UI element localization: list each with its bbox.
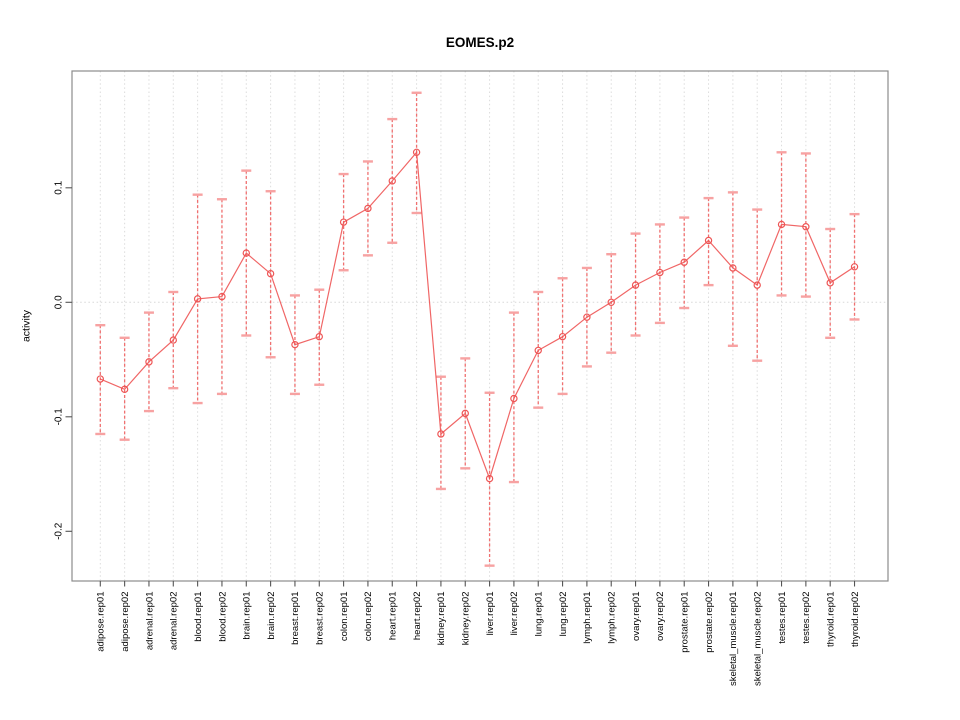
x-tick-label: liver.rep02 (509, 592, 520, 636)
data-point (266, 269, 275, 278)
x-tick-label: lung.rep02 (558, 592, 569, 637)
x-tick-label: blood.rep02 (217, 592, 228, 642)
data-point (558, 332, 567, 341)
x-tick-label: ovary.rep01 (631, 592, 642, 641)
data-point (291, 340, 299, 349)
data-point (315, 332, 323, 341)
x-tick-label: adrenal.rep02 (169, 592, 180, 651)
data-point (145, 358, 153, 366)
data-point (534, 346, 542, 355)
x-tick-label: skeletal_muscle.rep01 (728, 592, 739, 687)
x-tick-label: blood.rep01 (193, 592, 204, 642)
x-tick-label: liver.rep01 (485, 592, 496, 636)
y-tick-label: -0.1 (54, 408, 65, 426)
x-tick-label: colon.rep02 (363, 592, 374, 642)
x-tick-label: heart.rep02 (412, 592, 423, 641)
data-point (802, 223, 810, 231)
x-tick-label: testes.rep01 (777, 592, 788, 644)
x-tick-label: thyroid.rep02 (850, 592, 861, 647)
x-tick-label: kidney.rep01 (436, 592, 447, 646)
data-point (96, 375, 105, 383)
x-tick-label: testes.rep02 (801, 592, 812, 644)
axis-tick-layer: 0.1 0.0 -0.1 -0.2 adipose.rep01 adipose.rep02… (54, 180, 861, 686)
x-tick-label: breast.rep01 (290, 592, 301, 645)
data-point (729, 264, 737, 272)
series-line (100, 150, 855, 481)
data-point (364, 204, 372, 213)
data-point (704, 236, 713, 245)
plot-frame-layer (71, 70, 889, 582)
data-point (242, 249, 250, 257)
x-tick-label: prostate.rep02 (704, 592, 715, 653)
data-point (656, 268, 664, 277)
x-tick-label: brain.rep01 (242, 592, 253, 640)
data-point (120, 385, 129, 394)
data-point (461, 409, 469, 418)
data-point (826, 279, 834, 287)
data-point (388, 177, 396, 185)
x-tick-label: colon.rep01 (339, 592, 350, 642)
data-point (437, 430, 445, 438)
y-tick-label: 0.0 (54, 295, 65, 309)
data-point (583, 313, 591, 321)
data-point (339, 218, 348, 226)
y-tick-label: 0.1 (54, 180, 65, 194)
data-point (412, 148, 421, 157)
x-tick-label: adipose.rep02 (120, 592, 131, 652)
x-tick-label: lymph.rep01 (582, 592, 593, 644)
x-tick-label: adrenal.rep01 (144, 592, 155, 651)
x-tick-label: prostate.rep01 (680, 592, 691, 653)
data-point (680, 258, 688, 266)
data-point (510, 394, 518, 403)
gridline-layer (72, 71, 888, 581)
x-tick-label: heart.rep01 (388, 592, 399, 641)
y-axis-label: activity (21, 309, 33, 342)
x-tick-label: lung.rep01 (534, 592, 545, 637)
x-tick-label: breast.rep02 (315, 592, 326, 645)
plot-frame (71, 70, 889, 582)
chart-title: EOMES.p2 (446, 35, 514, 50)
data-point (218, 292, 226, 301)
data-series-layer (95, 91, 860, 567)
x-tick-label: adipose.rep01 (96, 592, 107, 652)
data-point (607, 298, 615, 306)
x-tick-label: lymph.rep02 (607, 592, 618, 644)
x-tick-label: kidney.rep02 (461, 592, 472, 646)
data-point (850, 263, 859, 271)
x-tick-label: brain.rep02 (266, 592, 277, 640)
x-tick-label: thyroid.rep01 (826, 592, 837, 647)
data-point (777, 220, 786, 229)
data-point (193, 295, 202, 303)
data-point (169, 336, 177, 344)
x-tick-label: skeletal_muscle.rep02 (753, 592, 764, 687)
data-point (631, 281, 640, 289)
y-tick-label: -0.2 (54, 522, 65, 540)
data-point (485, 474, 494, 483)
data-point (753, 281, 761, 289)
x-tick-label: ovary.rep02 (655, 592, 666, 641)
